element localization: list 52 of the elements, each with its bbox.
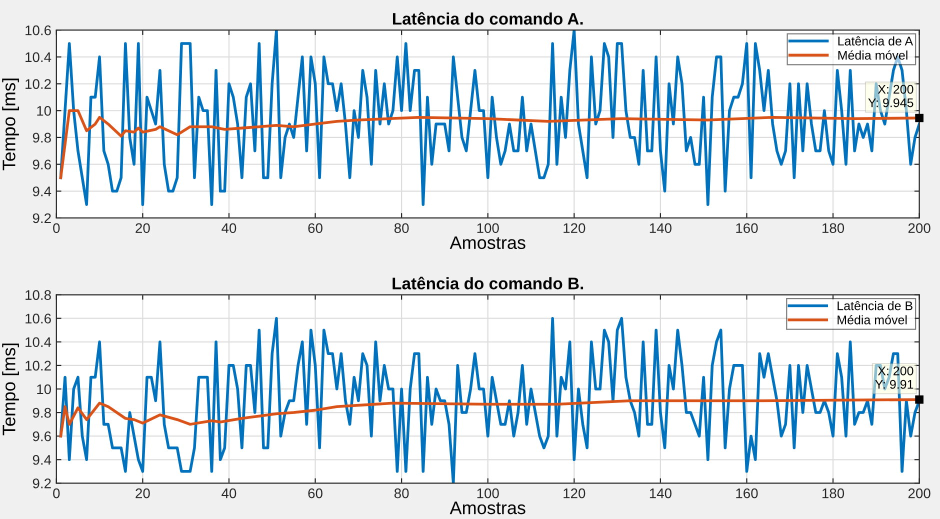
- x-tick-label: 200: [908, 488, 930, 498]
- y-tick-label: 10.6: [26, 314, 51, 324]
- text: Latência de B: [838, 301, 912, 310]
- x-tick-label: 0: [53, 488, 60, 498]
- annotation: X: 200 Y: 9.91: [875, 366, 914, 389]
- x-tick-label: 140: [650, 488, 672, 498]
- x-tick-label: 40: [222, 223, 236, 234]
- legend-label: Média móvel: [838, 50, 908, 60]
- x-tick-label: 80: [394, 488, 409, 498]
- x-tick-label: 180: [822, 488, 844, 498]
- y-axis-title: Tempo [ms]: [2, 78, 19, 170]
- x-tick-label: 120: [564, 488, 586, 498]
- y-tick-label: 10.2: [26, 360, 51, 371]
- y-tick-label: 10.6: [26, 25, 51, 36]
- annotation: X: 200 Y: 9.945: [868, 84, 914, 108]
- y-tick-label: 10: [37, 384, 51, 394]
- line-series: [59, 30, 920, 206]
- y-tick-label: 10.4: [26, 337, 52, 348]
- y-tick-label: 10: [37, 106, 51, 116]
- y-tick-label: 9.8: [32, 132, 51, 143]
- x-tick-label: 20: [136, 223, 150, 234]
- y-tick-label: 10.2: [26, 79, 51, 89]
- y-tick-label: 9.2: [32, 213, 51, 224]
- chart-title: Latência do comando A.: [392, 12, 583, 25]
- y-tick-label: 9.6: [32, 160, 51, 170]
- y-tick-label: 10.8: [26, 290, 51, 300]
- x-axis-title: Amostras: [450, 236, 526, 250]
- x-tick-label: 40: [222, 488, 236, 498]
- y-tick-label: 9.4: [32, 454, 52, 465]
- x-tick-label: 60: [308, 488, 322, 498]
- y-tick-label: 9.2: [32, 478, 51, 488]
- y-axis-title: Tempo [ms]: [2, 344, 19, 436]
- x-tick-label: 200: [908, 223, 930, 234]
- x-tick-label: 20: [136, 488, 150, 498]
- series-label: Latência de A: [838, 36, 914, 46]
- legend-label: Média móvel: [838, 315, 907, 324]
- x-tick-label: 80: [394, 223, 409, 234]
- y-tick-label: 9.6: [32, 431, 51, 442]
- x-tick-label: 100: [477, 488, 499, 498]
- x-tick-label: 0: [53, 223, 60, 234]
- x-tick-label: 160: [736, 488, 758, 498]
- x-tick-label: 60: [308, 223, 322, 234]
- y-tick-label: 9.8: [32, 408, 51, 418]
- x-tick-label: 160: [736, 223, 758, 234]
- y-tick-label: 9.4: [32, 186, 52, 196]
- x-tick-label: 140: [650, 223, 672, 234]
- x-tick-label: 120: [564, 223, 586, 234]
- x-tick-label: 180: [822, 223, 844, 234]
- x-tick-label: 100: [477, 223, 499, 234]
- x-axis-title: Amostras: [450, 502, 526, 514]
- chart-title: Latência do comando B.: [392, 276, 584, 290]
- y-tick-label: 10.4: [26, 52, 52, 62]
